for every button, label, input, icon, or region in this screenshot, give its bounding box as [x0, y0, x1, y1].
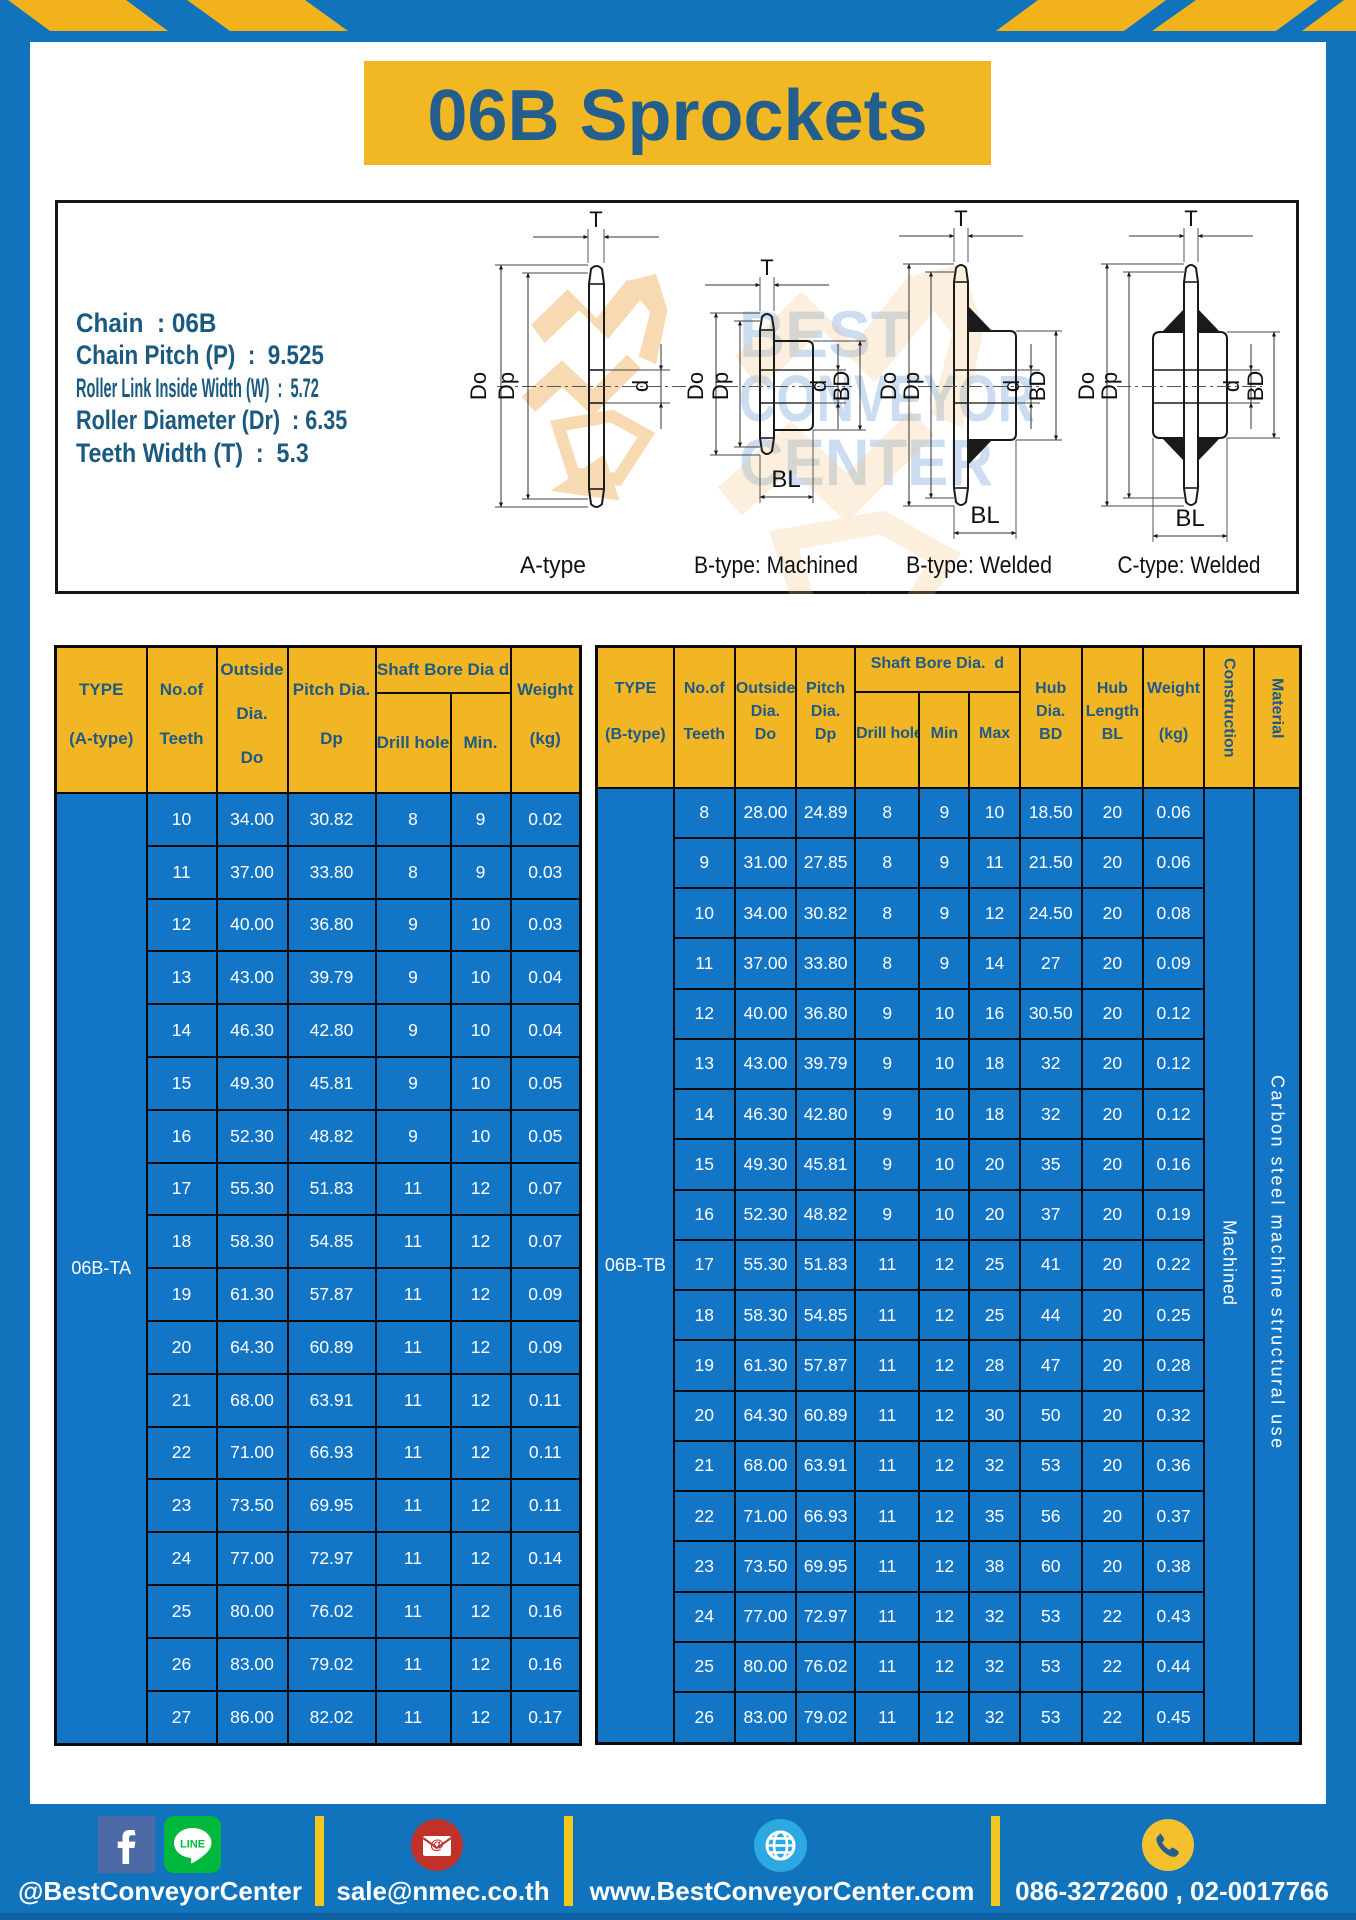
svg-text:Do: Do — [876, 372, 901, 400]
svg-text:d: d — [999, 380, 1024, 392]
svg-text:Do: Do — [683, 372, 708, 400]
svg-text:T: T — [1184, 206, 1197, 231]
svg-text:d: d — [628, 380, 653, 392]
svg-text:BL: BL — [1175, 505, 1204, 532]
svg-text:T: T — [954, 206, 967, 231]
svg-text:B-type: Welded: B-type: Welded — [906, 552, 1052, 579]
svg-text:BL: BL — [970, 502, 999, 529]
svg-text:C-type: Welded: C-type: Welded — [1118, 552, 1261, 579]
svg-text:Dp: Dp — [1097, 372, 1122, 400]
svg-text:d: d — [1219, 380, 1244, 392]
svg-text:CONVEYOR: CONVEYOR — [739, 361, 1035, 435]
svg-text:BD: BD — [1243, 371, 1268, 402]
svg-text:Do: Do — [466, 372, 491, 400]
svg-text:Dp: Dp — [708, 372, 733, 400]
svg-text:BEST: BEST — [739, 297, 910, 371]
svg-text:Dp: Dp — [494, 372, 519, 400]
svg-text:BD: BD — [1025, 371, 1050, 402]
svg-text:A-type: A-type — [520, 552, 586, 579]
svg-text:T: T — [760, 255, 773, 280]
svg-text:Do: Do — [1074, 372, 1099, 400]
svg-text:T: T — [589, 207, 602, 232]
svg-text:@: @ — [430, 1836, 444, 1852]
svg-text:Dp: Dp — [899, 372, 924, 400]
svg-text:d: d — [806, 380, 831, 392]
svg-text:B-type: Machined: B-type: Machined — [694, 552, 858, 579]
svg-text:LINE: LINE — [180, 1839, 205, 1851]
svg-text:CENTER: CENTER — [739, 425, 993, 499]
svg-text:BL: BL — [771, 466, 800, 493]
svg-text:BD: BD — [829, 371, 854, 402]
